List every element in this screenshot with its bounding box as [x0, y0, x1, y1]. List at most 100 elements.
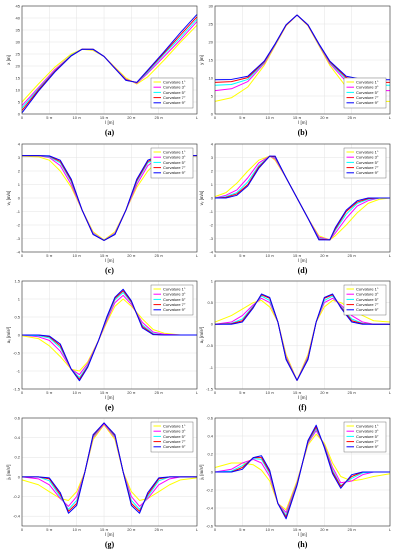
x-axis-label: l [m]: [298, 258, 307, 263]
legend-label: Curvature 1°: [356, 79, 379, 84]
legend-label: Curvature 5°: [356, 434, 379, 439]
y-axis-label: jᵧ [m/s³]: [199, 465, 204, 481]
plot-frame: [214, 280, 391, 390]
legend-label: Curvature 7°: [356, 165, 379, 170]
series-line-1: [21, 424, 198, 501]
y-tick-label: -4: [16, 249, 20, 254]
legend: Curvature 1°Curvature 3°Curvature 5°Curv…: [150, 147, 194, 179]
y-tick-label: -0.5: [206, 343, 214, 348]
y-tick-label: 15: [209, 57, 214, 62]
y-tick-label: 0.5: [207, 300, 213, 305]
legend-label: Curvature 1°: [356, 286, 379, 291]
y-tick-label: 0.2: [14, 455, 20, 460]
legend-label: Curvature 1°: [163, 149, 186, 154]
y-tick-label: 1: [211, 278, 214, 283]
legend-label: Curvature 5°: [356, 90, 379, 95]
y-tick-label: 10: [209, 75, 214, 80]
legend-label: Curvature 1°: [163, 286, 186, 291]
y-tick-label: -4: [209, 249, 213, 254]
legend-label: Curvature 7°: [356, 439, 379, 444]
y-tick-label: 0.4: [207, 433, 213, 438]
x-tick-label: 5 π: [239, 527, 245, 532]
x-tick-label: 20 π: [320, 253, 329, 258]
plot-frame: [214, 417, 391, 527]
y-tick-label: 1.5: [14, 278, 20, 283]
x-tick-label: 25 π: [348, 390, 357, 395]
series-line-5: [215, 155, 390, 241]
y-axis-label: vᵧ [m/s]: [199, 191, 204, 206]
y-tick-label: 20: [209, 39, 214, 44]
y-tick-label: 30: [16, 39, 21, 44]
plot-frame: [214, 5, 391, 115]
y-tick-label: 0: [18, 332, 21, 337]
y-tick-label: -0.6: [206, 523, 214, 528]
y-tick-label: -0.2: [13, 494, 21, 499]
series-line-5: [22, 288, 197, 382]
y-tick-label: 1: [211, 182, 214, 187]
y-tick-label: 30: [209, 3, 214, 8]
plot-frame: [214, 143, 391, 253]
legend-label: Curvature 3°: [356, 155, 379, 160]
panel-e: 0 5 π 10 π 15 π 20 π 25 π L -1.5 -1 -0.5 0 0.5 1 1.5 l…: [6, 278, 199, 400]
x-axis-label: l [m]: [105, 120, 114, 125]
x-tick-label: 15 π: [100, 390, 109, 395]
y-tick-label: -0.4: [13, 514, 21, 519]
y-tick-label: 0: [211, 195, 214, 200]
panel-caption: (e): [105, 403, 114, 412]
legend-box: [150, 77, 194, 109]
y-tick-label: 0: [18, 111, 21, 116]
plot-frame: [21, 143, 198, 253]
x-tick-label: 25 π: [155, 115, 164, 120]
legend-label: Curvature 7°: [163, 439, 186, 444]
x-tick-label: 15 π: [100, 527, 109, 532]
y-tick-label: 4: [211, 141, 214, 146]
x-tick-label: 5 π: [46, 115, 52, 120]
y-tick-label: 4: [18, 141, 21, 146]
legend-label: Curvature 1°: [356, 149, 379, 154]
x-tick-label: 25 π: [155, 527, 164, 532]
x-tick-label: 10 π: [266, 115, 275, 120]
legend-label: Curvature 1°: [163, 423, 186, 428]
plot-frame: [21, 5, 198, 115]
x-tick-label: 0: [214, 390, 217, 395]
y-tick-label: 1: [18, 296, 21, 301]
y-axis-label: vₓ [m/s]: [6, 191, 11, 206]
y-tick-label: -0.5: [13, 350, 21, 355]
legend-label: Curvature 3°: [163, 292, 186, 297]
y-axis-label: aₓ [m/s²]: [6, 327, 11, 343]
legend: Curvature 1°Curvature 3°Curvature 5°Curv…: [343, 284, 387, 316]
y-tick-label: -2: [209, 222, 213, 227]
x-tick-label: 10 π: [73, 253, 82, 258]
legend-label: Curvature 7°: [163, 95, 186, 100]
y-tick-label: 10: [16, 87, 21, 92]
x-tick-label: 10 π: [73, 390, 82, 395]
y-tick-label: 0: [211, 111, 214, 116]
x-tick-label: 25 π: [348, 253, 357, 258]
legend-label: Curvature 9°: [356, 444, 379, 449]
x-tick-label: 20 π: [127, 115, 136, 120]
x-tick-label: 10 π: [266, 527, 275, 532]
x-tick-label: 5 π: [46, 527, 52, 532]
x-tick-label: L: [196, 115, 199, 120]
x-tick-label: 5 π: [239, 390, 245, 395]
y-tick-label: -1.5: [206, 386, 214, 391]
panel-caption: (g): [105, 540, 115, 549]
x-tick-label: 20 π: [320, 527, 329, 532]
y-tick-label: 0.6: [14, 415, 20, 420]
x-tick-label: 10 π: [73, 115, 82, 120]
y-tick-label: -0.2: [206, 487, 214, 492]
legend-label: Curvature 9°: [356, 170, 379, 175]
panel-caption: (b): [298, 128, 308, 137]
legend-label: Curvature 3°: [163, 85, 186, 90]
y-tick-label: 5: [18, 99, 21, 104]
series-line-5: [21, 14, 198, 114]
legend-label: Curvature 7°: [356, 95, 379, 100]
y-tick-label: 1: [18, 182, 21, 187]
y-tick-label: -1: [209, 365, 213, 370]
legend-label: Curvature 5°: [163, 297, 186, 302]
y-tick-label: 0: [18, 474, 21, 479]
y-tick-label: 2: [211, 168, 214, 173]
y-tick-label: 3: [211, 155, 214, 160]
legend-label: Curvature 1°: [356, 423, 379, 428]
